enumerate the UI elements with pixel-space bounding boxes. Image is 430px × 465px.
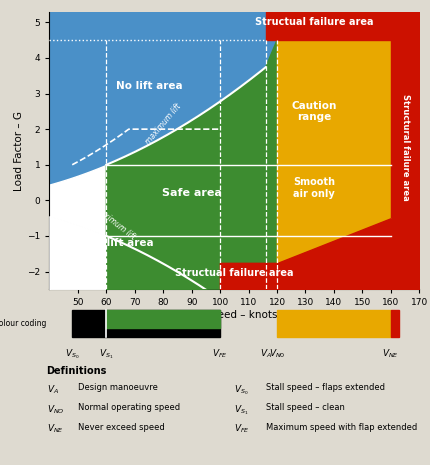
Text: $V_{S_1}$: $V_{S_1}$ — [99, 347, 114, 361]
Text: $V_{NO}$: $V_{NO}$ — [46, 403, 64, 416]
Text: Design manoeuvre: Design manoeuvre — [78, 384, 158, 392]
Text: Structural failure area: Structural failure area — [400, 93, 409, 200]
Text: Stall speed – flaps extended: Stall speed – flaps extended — [266, 384, 385, 392]
Text: $V_{FE}$: $V_{FE}$ — [212, 347, 228, 360]
Text: $V_{S_1}$: $V_{S_1}$ — [234, 403, 249, 417]
X-axis label: Airspeed – knots: Airspeed – knots — [191, 310, 278, 320]
Text: No lift area: No lift area — [87, 238, 154, 248]
Bar — [72, 310, 220, 337]
Text: Structual failure area: Structual failure area — [255, 17, 373, 27]
Text: ASI colour coding: ASI colour coding — [0, 319, 46, 328]
Text: Normal operating speed: Normal operating speed — [78, 403, 180, 412]
Text: $V_{S_0}$: $V_{S_0}$ — [65, 347, 80, 361]
Text: $V_{NE}$: $V_{NE}$ — [46, 423, 64, 435]
Text: Structual failure area: Structual failure area — [175, 268, 294, 279]
Y-axis label: Load Factor – G: Load Factor – G — [14, 111, 25, 191]
Text: $V_A$: $V_A$ — [46, 384, 58, 396]
Text: $V_A$: $V_A$ — [260, 347, 272, 360]
Text: Maximum speed with flap extended: Maximum speed with flap extended — [266, 423, 417, 432]
Text: $V_{FE}$: $V_{FE}$ — [234, 423, 250, 435]
Text: maximum lift: maximum lift — [144, 101, 183, 146]
Text: Smooth
air only: Smooth air only — [293, 177, 335, 199]
Text: maximum lift: maximum lift — [92, 203, 138, 241]
Polygon shape — [106, 40, 277, 236]
Text: Caution
range: Caution range — [291, 100, 337, 122]
Text: Definitions: Definitions — [46, 366, 107, 376]
Bar — [391, 310, 399, 337]
Text: $V_{N0}$: $V_{N0}$ — [269, 347, 285, 360]
Bar — [277, 310, 391, 337]
Text: $V_{S_0}$: $V_{S_0}$ — [234, 384, 249, 397]
Text: Never exceed speed: Never exceed speed — [78, 423, 165, 432]
Bar — [106, 310, 220, 328]
Text: Stall speed – clean: Stall speed – clean — [266, 403, 344, 412]
Text: $V_{NE}$: $V_{NE}$ — [382, 347, 399, 360]
Polygon shape — [106, 236, 277, 343]
Text: Safe area: Safe area — [162, 188, 221, 198]
Text: No lift area: No lift area — [116, 81, 182, 92]
